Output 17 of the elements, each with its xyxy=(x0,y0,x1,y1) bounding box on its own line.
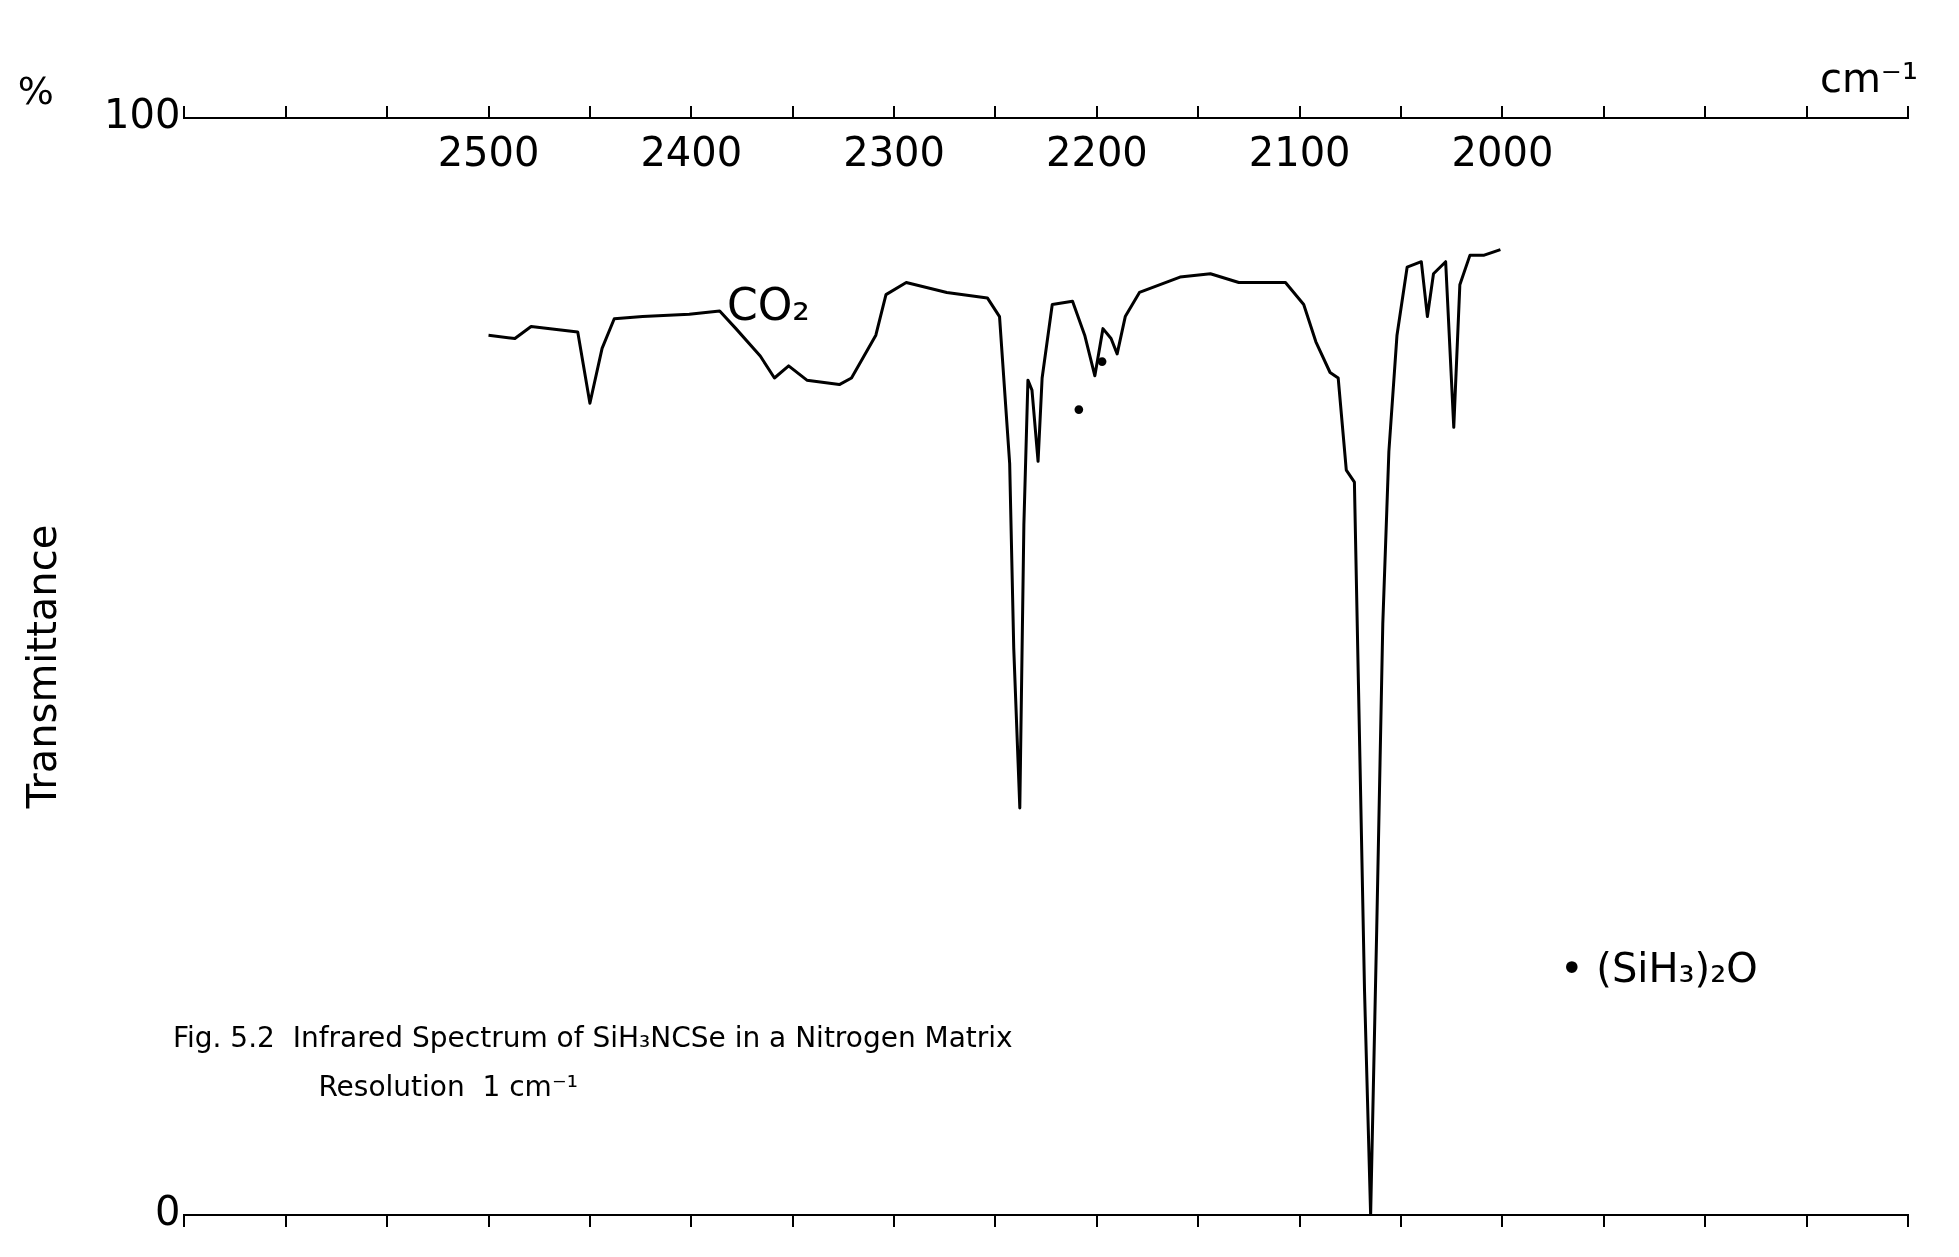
annotation: Fig. 5.2 Infrared Spectrum of SiH₃NCSe in a Nitrogen Matrix xyxy=(172,1020,1013,1054)
x-axis-title: cm⁻¹ xyxy=(1819,55,1918,102)
annotation: CO₂ xyxy=(726,278,810,330)
annotation: • xyxy=(1093,344,1112,380)
y-tick-label: 0 xyxy=(154,1188,181,1235)
annotation: • (SiH₃)₂O xyxy=(1560,944,1758,991)
x-tick-label: 2200 xyxy=(1045,129,1148,176)
y-axis-title: Transmittance xyxy=(19,524,66,810)
annotation: Resolution 1 cm⁻¹ xyxy=(318,1069,578,1103)
y-tick-label: 100 xyxy=(103,91,181,138)
annotation: • xyxy=(1070,392,1088,428)
x-tick-label: 2500 xyxy=(437,129,540,176)
x-tick-label: 2100 xyxy=(1248,129,1351,176)
x-tick-label: 2000 xyxy=(1451,129,1554,176)
x-tick-label: 2400 xyxy=(640,129,743,176)
x-tick-label: 2300 xyxy=(843,129,945,176)
text: % xyxy=(17,69,54,114)
